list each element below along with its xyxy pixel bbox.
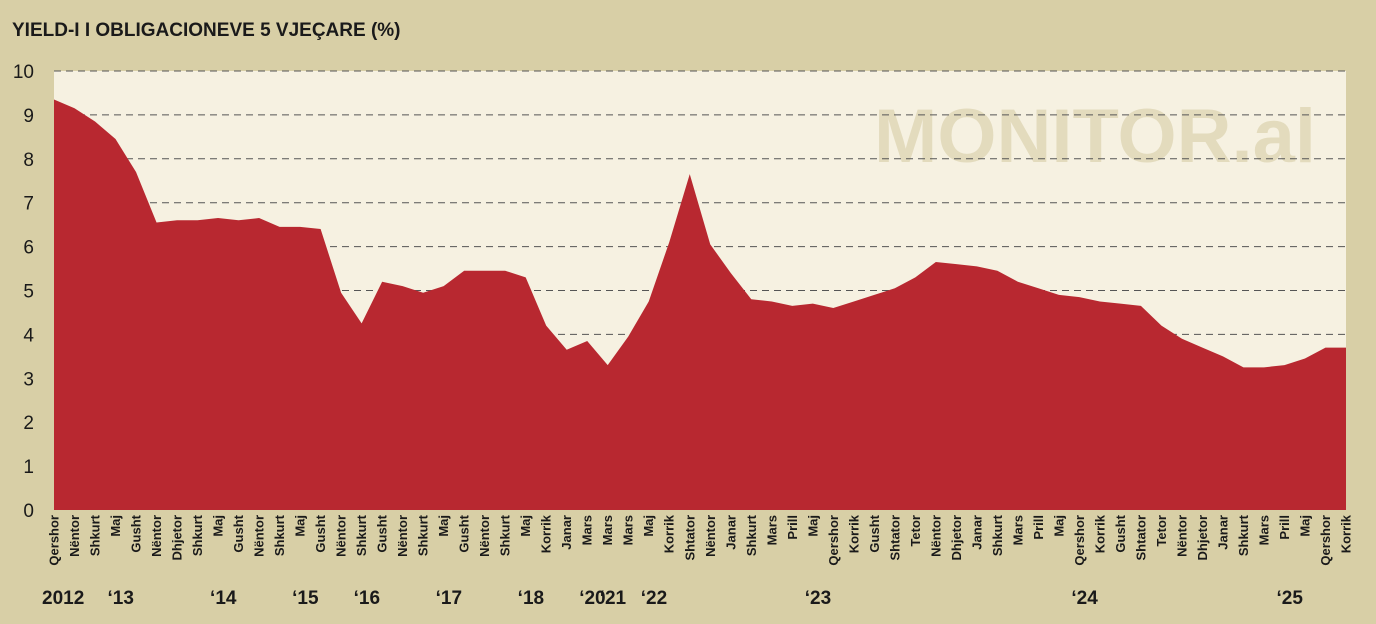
x-tick-label: Gusht <box>231 514 246 552</box>
x-tick-label: Gusht <box>375 514 390 552</box>
yield-area-series <box>54 99 1346 510</box>
y-tick-label: 7 <box>23 194 34 215</box>
x-tick-label: Gusht <box>1113 514 1128 552</box>
x-tick-label: Gusht <box>129 514 144 552</box>
x-tick-label: Shtator <box>887 515 902 561</box>
x-tick-label: Nëntor <box>252 515 267 557</box>
year-label: ‘24 <box>1071 588 1098 609</box>
x-tick-label: Maj <box>293 515 308 537</box>
x-tick-label: Prill <box>1277 515 1292 540</box>
year-label: ‘16 <box>354 588 380 609</box>
year-labels: 2012 ‘13 ‘14 ‘15 ‘16 ‘17 ‘18 ‘20‘21 ‘22 ‘23 ‘24 ‘25 <box>42 588 1303 609</box>
x-tick-label: Gusht <box>313 514 328 552</box>
year-label: ‘13 <box>108 588 134 609</box>
x-tick-label: Tetor <box>908 515 923 547</box>
y-axis: 0 1 2 3 4 5 6 7 8 9 10 <box>13 62 35 522</box>
year-label: ‘15 <box>292 588 319 609</box>
year-label: ‘17 <box>436 588 462 609</box>
x-tick-label: Maj <box>436 515 451 537</box>
x-tick-label: Gusht <box>867 514 882 552</box>
x-tick-label: Maj <box>641 515 656 537</box>
y-tick-label: 4 <box>23 325 34 346</box>
x-tick-label: Qershor <box>826 515 841 566</box>
x-tick-label: Qershor <box>1318 515 1333 566</box>
x-tick-label: Nëntor <box>477 515 492 557</box>
year-label: ‘21 <box>600 588 627 609</box>
x-tick-label: Dhjetor <box>1195 515 1210 561</box>
y-tick-label: 3 <box>23 369 34 390</box>
x-tick-label: Korrik <box>539 514 554 553</box>
year-label: ‘14 <box>210 588 237 609</box>
x-tick-label: Janar <box>559 515 574 550</box>
x-tick-label: Shkurt <box>416 514 431 556</box>
x-tick-label: Maj <box>211 515 226 537</box>
x-tick-label: Janar <box>1215 515 1230 550</box>
watermark: MONITOR.al <box>874 94 1316 179</box>
x-tick-label: Maj <box>518 515 533 537</box>
year-label: ‘20 <box>579 588 605 609</box>
x-tick-label: Janar <box>969 515 984 550</box>
x-tick-label: Dhjetor <box>949 515 964 561</box>
x-tick-label: Mars <box>580 515 595 545</box>
y-tick-label: 6 <box>23 238 34 259</box>
x-tick-label: Nëntor <box>395 515 410 557</box>
x-tick-label: Mars <box>621 515 636 545</box>
x-tick-label: Maj <box>108 515 123 537</box>
x-tick-label: Korrik <box>846 514 861 553</box>
x-tick-label: Shkurt <box>744 514 759 556</box>
x-tick-label: Mars <box>764 515 779 545</box>
y-tick-label: 5 <box>23 282 34 303</box>
x-tick-label: Dhjetor <box>170 515 185 561</box>
x-tick-label: Shkurt <box>990 514 1005 556</box>
x-tick-label: Janar <box>723 515 738 550</box>
x-tick-label: Shkurt <box>190 514 205 556</box>
x-tick-label: Shkurt <box>88 514 103 556</box>
chart-title: YIELD-I I OBLIGACIONEVE 5 VJEÇARE (%) <box>12 20 401 41</box>
x-tick-label: Nëntor <box>928 515 943 557</box>
x-tick-label: Mars <box>1010 515 1025 545</box>
x-tick-label: Shkurt <box>272 514 287 556</box>
y-tick-label: 2 <box>23 413 34 434</box>
x-tick-label: Nëntor <box>67 515 82 557</box>
x-tick-label: Shtator <box>1133 515 1148 561</box>
x-tick-label: Nëntor <box>1174 515 1189 557</box>
x-tick-label: Shkurt <box>498 514 513 556</box>
year-label: ‘22 <box>641 588 667 609</box>
x-tick-label: Mars <box>1256 515 1271 545</box>
x-tick-label: Shtator <box>682 515 697 561</box>
x-tick-label: Prill <box>785 515 800 540</box>
x-tick-label: Korrik <box>1092 514 1107 553</box>
x-tick-label: Korrik <box>662 514 677 553</box>
y-tick-label: 0 <box>23 501 34 522</box>
x-tick-label: Prill <box>1031 515 1046 540</box>
y-tick-label: 9 <box>23 106 34 127</box>
y-tick-label: 1 <box>23 457 34 478</box>
x-tick-label: Nëntor <box>149 515 164 557</box>
x-tick-label: Maj <box>805 515 820 537</box>
x-tick-label: Maj <box>1297 515 1312 537</box>
x-tick-label: Nëntor <box>703 515 718 557</box>
x-tick-label: Mars <box>600 515 615 545</box>
y-tick-label: 8 <box>23 150 34 171</box>
x-tick-label: Maj <box>1051 515 1066 537</box>
x-tick-label: Gusht <box>457 514 472 552</box>
x-tick-label: Shkurt <box>1236 514 1251 556</box>
y-tick-label: 10 <box>13 62 34 83</box>
x-tick-label: Korrik <box>1339 514 1354 553</box>
x-tick-label: Tetor <box>1154 515 1169 547</box>
x-tick-label: Shkurt <box>354 514 369 556</box>
year-label: ‘18 <box>518 588 544 609</box>
x-tick-label: Nëntor <box>334 515 349 557</box>
x-tick-label: Qershor <box>47 515 62 566</box>
year-label: ‘23 <box>805 588 831 609</box>
x-axis: Qershor Nëntor Shkurt Maj Gusht Nëntor Dhjetor… <box>47 514 1354 565</box>
x-tick-label: Qershor <box>1072 515 1087 566</box>
year-label: ‘25 <box>1276 588 1303 609</box>
year-label: 2012 <box>42 588 84 609</box>
